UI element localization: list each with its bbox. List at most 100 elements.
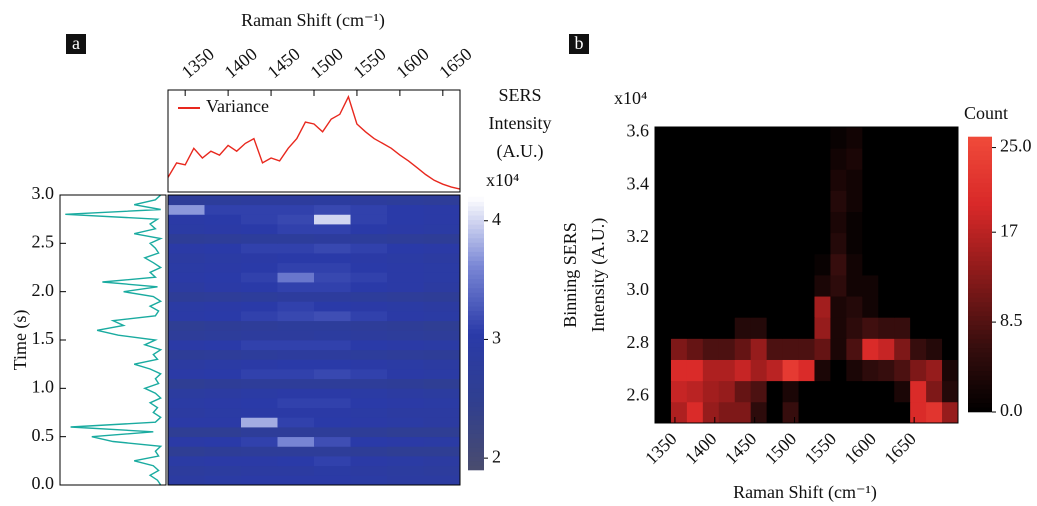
heatmap-cell [878,169,895,191]
heatmap-cell [670,127,688,149]
y-tick-label: 0.0 [32,473,55,493]
heatmap-cell [926,380,943,403]
colorbar-segment [968,310,992,317]
colorbar-tick-label: 0.0 [1000,400,1023,420]
heatmap-cell [782,296,799,318]
heatmap-cell [423,311,461,322]
x-tick-label: 1350 [178,44,218,82]
heatmap-cell [423,195,461,206]
heatmap-cell [878,380,895,403]
heatmap-cell [766,296,783,318]
heatmap-cell [350,369,388,380]
heatmap-cell [168,427,205,438]
heatmap-cell [846,148,863,170]
panel-label: a [72,33,80,53]
heatmap-cell [387,369,424,380]
colorbar-segment [468,328,484,334]
heatmap-cell [702,127,720,149]
heatmap-cell [168,446,205,457]
heatmap-cell [350,398,388,409]
heatmap-cell [168,204,205,215]
heatmap-cell [168,195,205,206]
colorbar-segment [468,460,484,466]
heatmap-cell [423,427,461,438]
heatmap-cell [423,475,461,486]
heatmap-cell [241,427,278,438]
colorbar-segment [468,305,484,312]
heatmap-cell [686,380,704,403]
heatmap-cell [686,317,704,339]
heatmap-cell [277,456,315,467]
heatmap-cell [782,127,799,149]
heatmap-cell [168,330,205,341]
heatmap-cell [204,340,242,351]
heatmap-cell [670,211,688,234]
colorbar-segment [468,428,484,434]
colorbar-segment [468,196,484,202]
heatmap-cell [423,417,461,428]
heatmap-cell [168,301,205,312]
heatmap-cell [894,380,911,403]
colorbar-title: Count [964,103,1008,123]
heatmap-cell [204,262,242,273]
heatmap-cell [782,253,799,276]
heatmap-cell [910,317,927,339]
heatmap-cell [766,148,783,170]
heatmap-cell [926,296,943,318]
heatmap-cell [846,338,863,360]
colorbar-segment [968,237,992,243]
heatmap-cell [782,359,799,382]
heatmap-cell [846,401,863,424]
heatmap-cell [814,253,831,276]
colorbar-segment [968,407,992,413]
heatmap-cell [926,169,943,191]
heatmap-cell [926,232,943,255]
heatmap-cell [718,338,736,360]
colorbar-segment [968,320,992,326]
heatmap-cell [830,275,847,297]
y-tick-label: 2.5 [32,231,55,251]
heatmap-cell [942,296,959,318]
heatmap-cell [846,275,863,297]
heatmap-cell [168,359,205,370]
heatmap-cell [277,398,315,409]
heatmap-cell [387,291,424,302]
heatmap-cell [277,301,315,312]
heatmap-cell [814,296,831,318]
heatmap-cell [277,378,315,389]
colorbar-segment [968,292,992,298]
colorbar-segment [968,232,992,239]
heatmap-cell [750,359,768,382]
heatmap-cell [782,380,799,403]
heatmap-cell [241,224,278,235]
heatmap-cell [314,195,351,206]
colorbar-segment [968,274,992,280]
heatmap-cell [655,380,672,403]
heatmap-cell [798,253,815,276]
heatmap-cell [277,224,315,235]
heatmap-cell [894,148,911,170]
x-tick-label: 1350 [641,429,681,469]
heatmap-cell [655,401,672,424]
colorbar-segment [968,283,992,289]
colorbar-segment [968,145,992,152]
heatmap-cell [910,127,927,149]
heatmap-cell [878,211,895,234]
heatmap-cell [423,349,461,360]
heatmap-cell [168,340,205,351]
heatmap-cell [204,330,242,341]
heatmap-cell [204,320,242,331]
heatmap-cell [204,369,242,380]
heatmap-cell [204,253,242,264]
colorbar-segment [968,246,992,252]
heatmap-cell [168,456,205,467]
heatmap-cell [204,465,242,476]
heatmap-cell [655,338,672,360]
heatmap-cell [387,272,424,283]
colorbar-segment [968,205,992,211]
heatmap-cell [655,253,672,276]
heatmap-cell [314,224,351,235]
heatmap-cell [942,401,959,424]
heatmap-cell [686,148,704,170]
heatmap-cell [314,253,351,264]
